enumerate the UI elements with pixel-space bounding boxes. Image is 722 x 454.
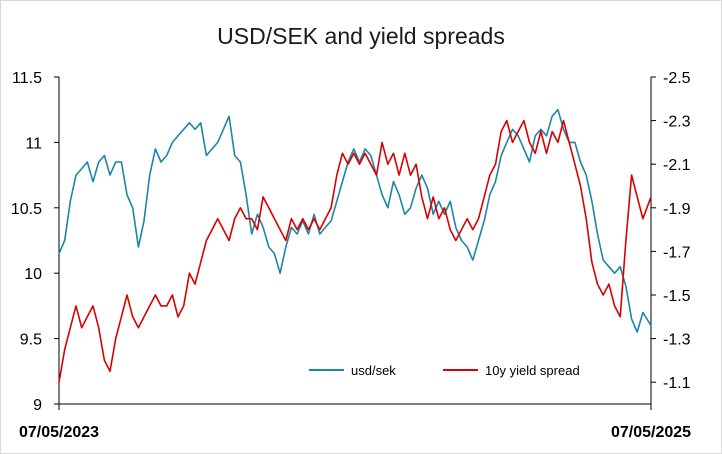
right-tick-label: -1.3 xyxy=(663,332,691,349)
left-axis-ticks: 9 9.5 10 10.5 11 11.5 xyxy=(11,70,59,414)
series-layer xyxy=(58,108,652,383)
right-axis-ticks: -1.1 -1.3 -1.5 -1.7 -1.9 -2.1 -2.3 -2.5 xyxy=(651,70,691,392)
left-tick-label: 11.5 xyxy=(12,70,42,87)
chart-title: USD/SEK and yield spreads xyxy=(217,23,505,49)
left-tick-label: 10.5 xyxy=(11,201,42,218)
right-tick-label: -1.9 xyxy=(663,201,691,218)
right-tick-label: -1.5 xyxy=(663,288,691,305)
right-tick-label: -2.5 xyxy=(663,70,691,87)
right-tick-label: -1.1 xyxy=(663,375,691,392)
legend-label: usd/sek xyxy=(351,363,396,378)
left-tick-label: 9.5 xyxy=(20,332,42,349)
legend: usd/sek 10y yield spread xyxy=(309,363,580,378)
series-line-usd-sek xyxy=(58,108,652,333)
right-tick-label: -1.7 xyxy=(663,244,691,261)
left-tick-label: 9 xyxy=(33,397,42,414)
left-tick-label: 11 xyxy=(25,135,42,152)
x-tick-label: 07/05/2025 xyxy=(611,424,691,441)
right-tick-label: -2.1 xyxy=(663,157,691,174)
right-tick-label: -2.3 xyxy=(663,114,691,131)
x-axis-ticks: 07/05/2023 07/05/2025 xyxy=(19,404,691,441)
series-line-yield-spread xyxy=(58,119,652,383)
x-tick-label: 07/05/2023 xyxy=(19,424,99,441)
legend-label: 10y yield spread xyxy=(485,363,580,378)
plot-frame xyxy=(58,77,652,405)
left-tick-label: 10 xyxy=(24,266,42,283)
